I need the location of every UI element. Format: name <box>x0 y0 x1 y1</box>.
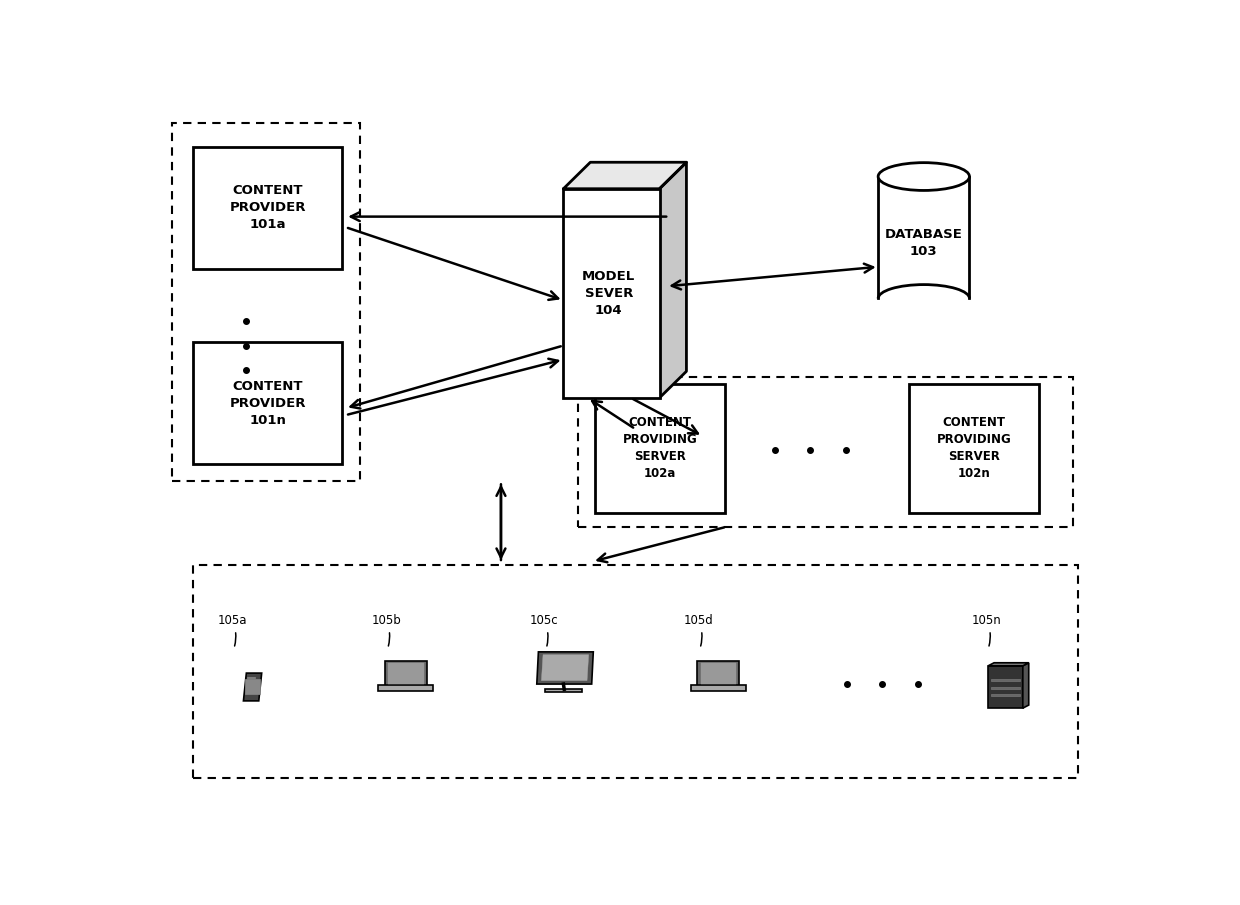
FancyBboxPatch shape <box>247 677 255 678</box>
FancyBboxPatch shape <box>193 342 342 464</box>
Text: 105d: 105d <box>683 614 713 646</box>
Polygon shape <box>701 662 737 684</box>
FancyBboxPatch shape <box>193 147 342 269</box>
Polygon shape <box>386 661 427 686</box>
Text: CONTENT
PROVIDING
SERVER
102a: CONTENT PROVIDING SERVER 102a <box>622 416 697 481</box>
Polygon shape <box>1023 662 1029 708</box>
FancyBboxPatch shape <box>991 694 1021 696</box>
Text: DATABASE
103: DATABASE 103 <box>885 228 962 258</box>
Polygon shape <box>697 661 739 686</box>
Polygon shape <box>388 662 424 684</box>
Polygon shape <box>246 679 260 694</box>
Polygon shape <box>563 162 687 189</box>
Text: 105a: 105a <box>217 614 247 646</box>
Text: CONTENT
PROVIDER
101a: CONTENT PROVIDER 101a <box>229 185 306 232</box>
Text: CONTENT
PROVIDING
SERVER
102n: CONTENT PROVIDING SERVER 102n <box>937 416 1012 481</box>
FancyBboxPatch shape <box>991 687 1021 689</box>
FancyBboxPatch shape <box>546 690 582 692</box>
Polygon shape <box>691 685 745 691</box>
Polygon shape <box>378 685 433 691</box>
Ellipse shape <box>878 163 970 190</box>
Text: CONTENT
PROVIDER
101n: CONTENT PROVIDER 101n <box>229 379 306 426</box>
FancyBboxPatch shape <box>563 189 660 398</box>
Polygon shape <box>542 654 589 681</box>
FancyBboxPatch shape <box>909 384 1039 513</box>
Polygon shape <box>988 666 1023 708</box>
Text: 105b: 105b <box>371 614 401 646</box>
FancyBboxPatch shape <box>595 384 725 513</box>
FancyBboxPatch shape <box>991 679 1021 681</box>
FancyBboxPatch shape <box>878 176 970 299</box>
Text: MODEL
SEVER
104: MODEL SEVER 104 <box>582 270 635 317</box>
Polygon shape <box>537 652 593 684</box>
Text: 105n: 105n <box>972 614 1002 646</box>
Polygon shape <box>243 673 262 700</box>
Polygon shape <box>988 662 1029 666</box>
Polygon shape <box>660 162 687 398</box>
Text: 105c: 105c <box>529 614 558 646</box>
